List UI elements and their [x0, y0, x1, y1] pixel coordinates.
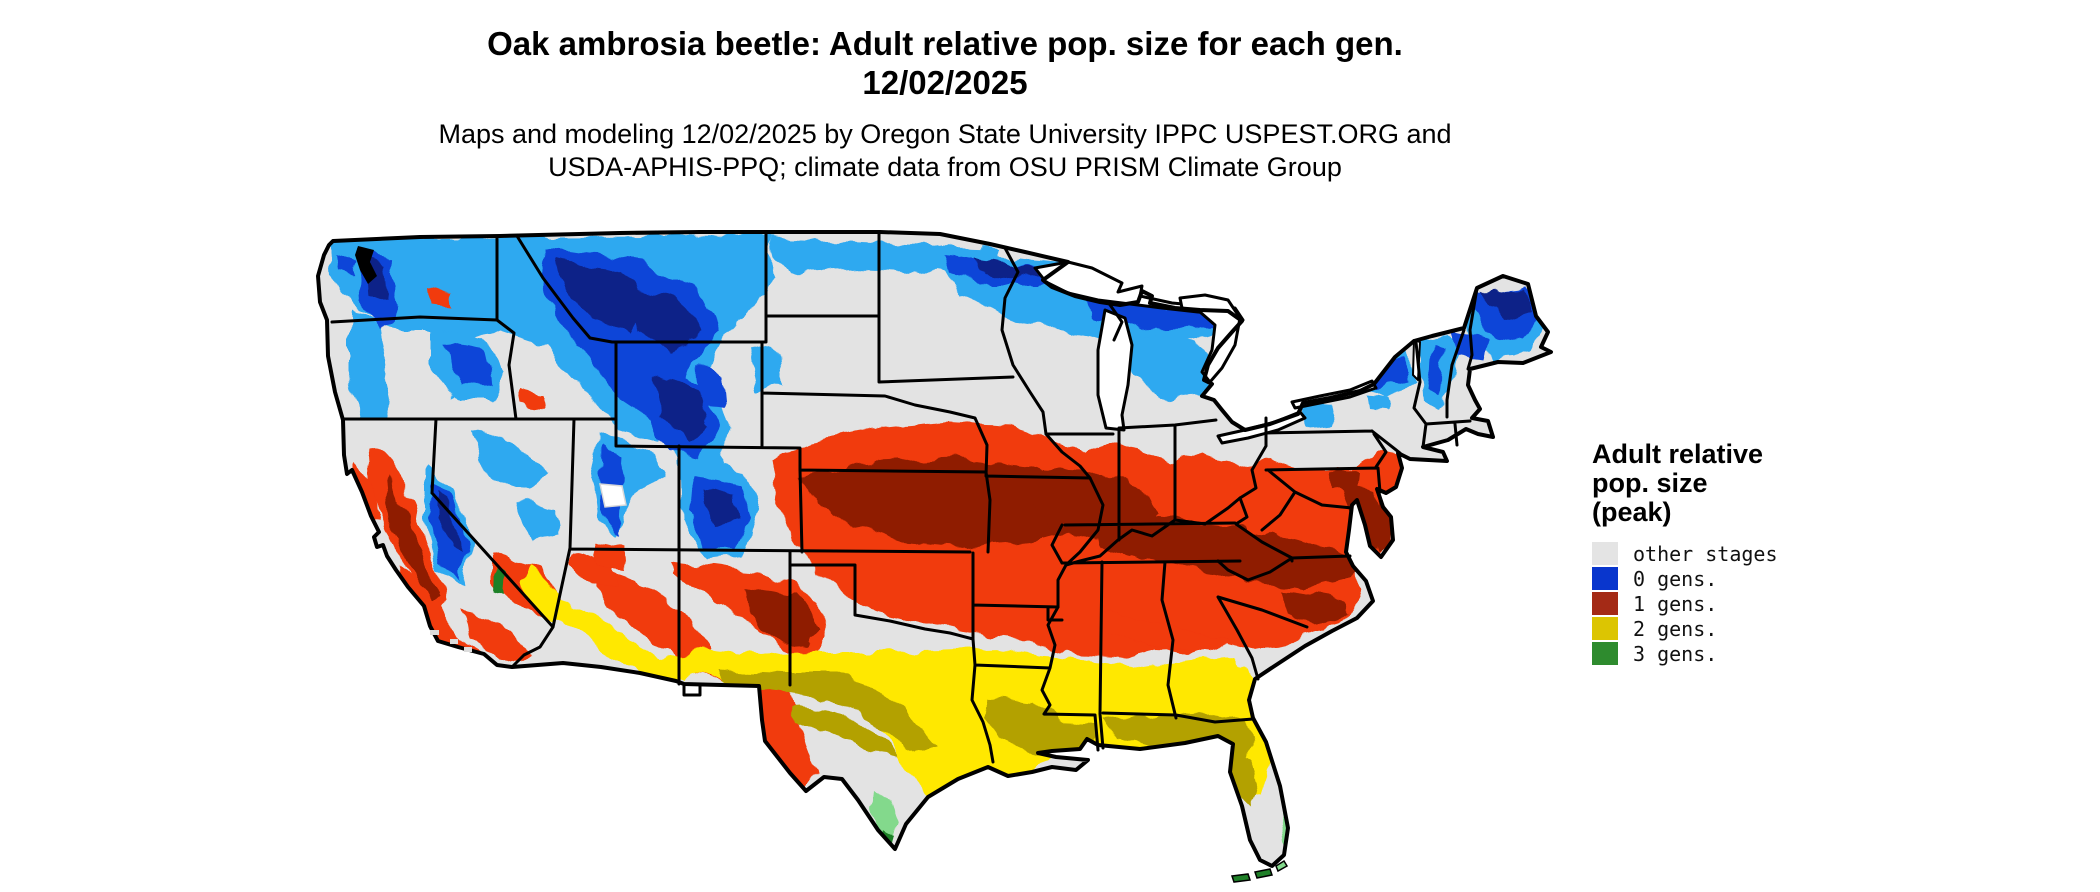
legend-label-0-gens: 0 gens.	[1633, 566, 1718, 591]
great-salt-lake	[599, 483, 627, 508]
legend-row-other-stages: other stages	[1592, 541, 1822, 566]
legend-swatch-3-gens	[1592, 642, 1618, 665]
legend-title-line1: Adult relative	[1592, 439, 1764, 469]
legend-title-line2: pop. size	[1592, 468, 1708, 498]
legend-row-2-gens: 2 gens.	[1592, 616, 1822, 641]
legend-title-line3: (peak)	[1592, 497, 1672, 527]
map-subtitle-line1: Maps and modeling 12/02/2025 by Oregon S…	[438, 119, 1452, 149]
florida-keys	[1230, 859, 1289, 883]
legend-row-3-gens: 3 gens.	[1592, 641, 1822, 666]
map-title: Oak ambrosia beetle: Adult relative pop.…	[0, 24, 1890, 102]
legend-label-3-gens: 3 gens.	[1633, 641, 1718, 666]
legend-swatch-0-gens	[1592, 567, 1618, 590]
legend-label-other-stages: other stages	[1633, 541, 1778, 566]
legend-title: Adult relative pop. size (peak)	[1592, 440, 1822, 527]
legend-swatch-other-stages	[1592, 542, 1618, 565]
map-raster-classes	[328, 236, 1545, 852]
legend-items: other stages 0 gens. 1 gens. 2 gens. 3 g…	[1592, 541, 1822, 666]
legend: Adult relative pop. size (peak) other st…	[1592, 440, 1822, 666]
map-title-line1: Oak ambrosia beetle: Adult relative pop.…	[487, 25, 1403, 62]
legend-label-1-gens: 1 gens.	[1633, 591, 1718, 616]
map-title-date: 12/02/2025	[862, 64, 1028, 101]
state-borders	[330, 230, 1479, 764]
puget-sound	[355, 246, 377, 284]
legend-row-1-gens: 1 gens.	[1592, 591, 1822, 616]
legend-swatch-2-gens	[1592, 617, 1618, 640]
legend-row-0-gens: 0 gens.	[1592, 566, 1822, 591]
map-subtitle: Maps and modeling 12/02/2025 by Oregon S…	[0, 118, 1890, 184]
channel-islands	[430, 630, 472, 652]
legend-swatch-1-gens	[1592, 592, 1618, 615]
map-subtitle-line2: USDA-APHIS-PPQ; climate data from OSU PR…	[548, 152, 1342, 182]
legend-label-2-gens: 2 gens.	[1633, 616, 1718, 641]
